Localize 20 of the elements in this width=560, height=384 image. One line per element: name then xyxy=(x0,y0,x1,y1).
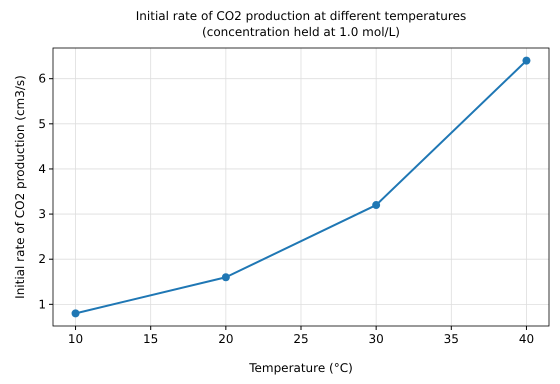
y-tick-label: 2 xyxy=(38,252,46,266)
point xyxy=(222,273,230,282)
y-axis-title: Initial rate of CO2 production (cm3/s) xyxy=(13,75,27,299)
point xyxy=(72,309,80,318)
x-tick-label: 35 xyxy=(444,332,459,346)
y-tick-label: 5 xyxy=(38,116,46,131)
point xyxy=(522,56,530,65)
x-axis-title: Temperature (°C) xyxy=(248,361,353,375)
x-tick-label: 40 xyxy=(518,332,534,346)
y-tick-label: 6 xyxy=(38,72,46,86)
x-tick-label: 15 xyxy=(143,332,158,346)
y-tick-label: 3 xyxy=(38,207,46,222)
x-tick-label: 30 xyxy=(368,332,384,346)
chart-title: Initial rate of CO2 production at different temperatures (concentration held at 1.0 mol/L) xyxy=(136,9,466,39)
x-tick-label: 20 xyxy=(218,332,234,346)
y-tick-label: 1 xyxy=(38,297,46,312)
point xyxy=(372,201,380,210)
y-tick-label: 4 xyxy=(38,162,46,176)
x-tick-label: 25 xyxy=(293,332,309,346)
x-tick-label: 10 xyxy=(68,332,84,346)
